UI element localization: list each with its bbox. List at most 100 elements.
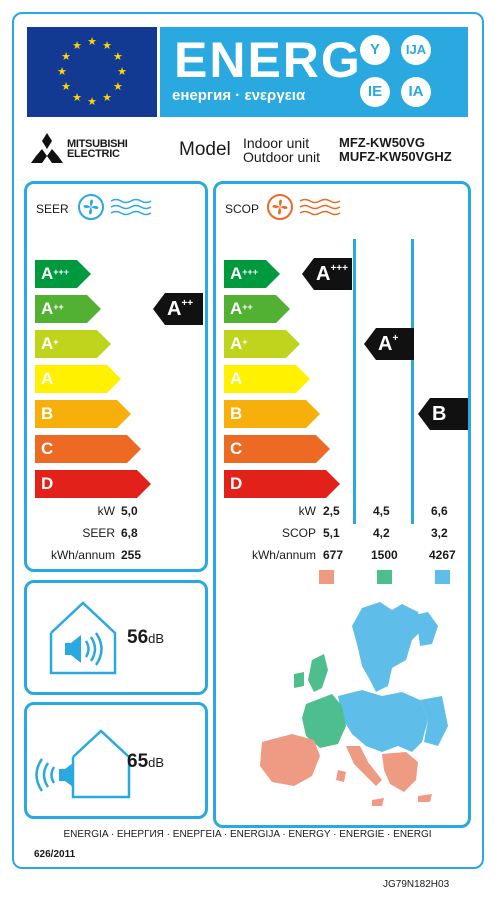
eu-star-icon: ★ [72, 91, 82, 104]
energy-class-label: D [41, 474, 54, 493]
zone-warm-kw: 6,6 [431, 504, 448, 518]
lang-code: IA [401, 77, 431, 107]
energy-class-label: A+ [230, 334, 248, 353]
outdoor-noise-icon [35, 729, 131, 799]
energy-title: ENERG [174, 32, 362, 88]
indoor-noise-value: 56dB [127, 627, 164, 649]
zone-cold-scop: 5,1 [323, 526, 340, 540]
energy-class-bar: A++ [224, 295, 290, 323]
indoor-model: MFZ-KW50VG [339, 135, 425, 150]
zone-cold-kwh: 677 [323, 548, 344, 562]
outdoor-model: MUFZ-KW50VGHZ [339, 149, 452, 164]
eu-star-icon: ★ [102, 91, 112, 104]
energy-class-bar: D [224, 470, 340, 498]
rating-pointer-label: A+++ [316, 263, 348, 285]
energy-class-label: A+ [41, 334, 59, 353]
zone-cold-kw: 2,5 [323, 504, 340, 518]
eu-flag-icon: ★ ★ ★ ★ ★ ★ ★ ★ ★ ★ ★ ★ [27, 27, 157, 117]
eu-star-icon: ★ [87, 36, 97, 48]
eu-star-icon: ★ [72, 40, 82, 53]
heating-kw-label: kW [298, 504, 316, 518]
eu-star-icon: ★ [57, 66, 67, 78]
energy-class-label: A+++ [230, 264, 259, 283]
rating-pointer-label: A++ [167, 298, 194, 320]
eu-star-icon: ★ [113, 81, 123, 93]
outdoor-db-number: 65 [127, 751, 149, 772]
brand-row: MITSUBISHI ELECTRIC Model Indoor unit Ou… [27, 127, 468, 171]
energy-class-bar: A [35, 365, 121, 393]
energy-class-label: A++ [230, 299, 253, 318]
indoor-db-unit: dB [148, 631, 165, 646]
energy-class-bar: B [224, 400, 320, 428]
outdoor-unit-label: Outdoor unit [243, 149, 321, 165]
cooling-kwh-label: kWh/annum [50, 548, 115, 562]
model-label: Model [179, 139, 231, 160]
energy-class-label: B [230, 404, 243, 423]
cooling-panel: SEER A+++ A++ A+ A B C D A++ kW SEER kWh/annum … [24, 181, 208, 572]
indoor-unit-label: Indoor unit [243, 135, 310, 151]
zone-average-kwh: 1500 [371, 548, 398, 562]
label-code: JG79N182H03 [383, 879, 450, 890]
rating-pointer: A+++ [302, 258, 352, 290]
energy-class-bar: A+++ [224, 260, 280, 288]
footer-languages: ENERGIA · ЕНЕРГИЯ · ΕΝΕΡΓΕΙΑ · ENERGIJA … [63, 829, 432, 840]
zone-warm-kwh: 4267 [429, 548, 456, 562]
energy-class-label: C [41, 439, 54, 458]
eu-star-icon: ★ [117, 66, 127, 78]
cooling-kw-label: kW [97, 504, 115, 518]
zone-divider [353, 239, 356, 524]
rating-pointer-label: A+ [378, 333, 399, 355]
energy-class-bar: C [224, 435, 330, 463]
energy-class-bar: A+++ [35, 260, 91, 288]
energy-class-label: A [230, 369, 243, 388]
lang-code: IE [360, 77, 390, 107]
rating-pointer: A+ [364, 328, 414, 360]
outdoor-db-unit: dB [148, 755, 165, 770]
indoor-noise-panel: 56dB [24, 580, 208, 695]
energy-class-label: A [41, 369, 54, 388]
fan-cold-icon [78, 194, 152, 220]
zone-average-kw: 4,5 [373, 504, 390, 518]
cooling-seer-label: SEER [82, 526, 115, 540]
rating-pointer-label: B [432, 403, 447, 425]
lang-code: Y [360, 35, 390, 65]
seer-title: SEER [36, 202, 69, 216]
energy-class-bar: A+ [224, 330, 300, 358]
indoor-noise-icon [49, 601, 117, 675]
outdoor-noise-value: 65dB [127, 751, 164, 773]
rating-pointer: A++ [153, 293, 203, 325]
energy-class-bar: A [224, 365, 310, 393]
scop-title: SCOP [225, 202, 260, 216]
energy-subtitle: енергия · ενεργεια [172, 87, 306, 104]
zone-color-swatch [319, 570, 334, 584]
logo-line1: MITSUBISHI [67, 138, 128, 150]
brand-logo-text: MITSUBISHI ELECTRIC [67, 138, 128, 160]
cooling-kwh-value: 255 [121, 548, 142, 562]
energy-class-label: A+++ [41, 264, 70, 283]
energy-class-bar: D [35, 470, 151, 498]
zone-divider [411, 239, 414, 524]
outdoor-noise-panel: 65dB [24, 702, 208, 819]
energy-class-label: A++ [41, 299, 64, 318]
energy-class-label: B [41, 404, 54, 423]
energy-class-bar: B [35, 400, 131, 428]
cooling-seer-value: 6,8 [121, 526, 138, 540]
europe-climate-map [260, 602, 448, 806]
label-frame [12, 12, 484, 869]
heating-kwh-label: kWh/annum [251, 548, 316, 562]
energy-header: ENERG енергия · ενεργεια Y IJA IE IA [160, 27, 468, 117]
rating-pointer: B [418, 398, 468, 430]
eu-star-icon: ★ [61, 51, 71, 63]
fan-warm-icon [267, 194, 341, 220]
eu-star-icon: ★ [61, 81, 71, 93]
eu-star-icon: ★ [87, 96, 97, 108]
zone-color-swatch [435, 570, 450, 584]
zone-warm-scop: 3,2 [431, 526, 448, 540]
energy-class-bar: A+ [35, 330, 111, 358]
cooling-kw-value: 5,0 [121, 504, 138, 518]
regulation-number: 626/2011 [34, 849, 76, 860]
logo-line2: ELECTRIC [67, 148, 120, 160]
eu-star-icon: ★ [102, 40, 112, 53]
eu-star-icon: ★ [113, 51, 123, 63]
model-values: MFZ-KW50VG MUFZ-KW50VGHZ [339, 136, 452, 164]
